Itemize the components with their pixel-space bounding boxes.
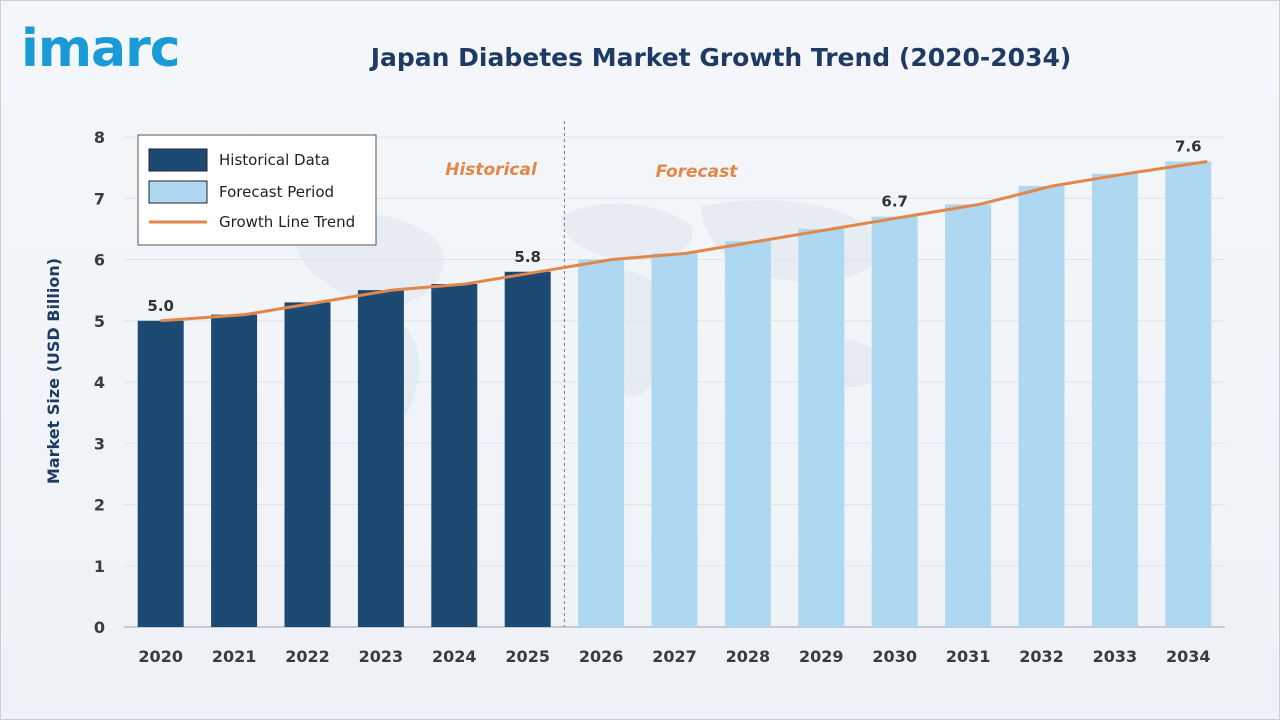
x-tick-label: 2021 — [212, 647, 257, 666]
chart-title: Japan Diabetes Market Growth Trend (2020… — [370, 43, 1072, 72]
y-tick-label: 8 — [94, 128, 105, 147]
historical-bar-2025 — [504, 271, 551, 627]
historical-bar-2021 — [211, 314, 258, 627]
bars — [137, 161, 1212, 627]
forecast-bar-2033 — [1091, 173, 1138, 627]
legend: Historical Data Forecast Period Growth L… — [137, 134, 377, 246]
forecast-section-label: Forecast — [656, 162, 739, 182]
y-tick-label: 5 — [94, 312, 105, 331]
forecast-bar-2029 — [798, 228, 845, 627]
legend-forecast-swatch — [148, 180, 208, 204]
x-axis: 2020 2021 2022 2023 2024 2025 2026 2027 2028 2029… — [138, 647, 1210, 666]
forecast-bar-2030 — [871, 216, 918, 627]
forecast-bar-2027 — [651, 253, 698, 627]
x-tick-label: 2032 — [1019, 647, 1064, 666]
y-tick-label: 0 — [94, 618, 105, 637]
x-tick-label: 2023 — [359, 647, 404, 666]
x-tick-label: 2033 — [1093, 647, 1138, 666]
historical-bar-2022 — [284, 302, 331, 627]
forecast-bar-2028 — [724, 241, 771, 627]
historical-bar-2020 — [137, 320, 184, 627]
forecast-bar-2034 — [1165, 161, 1212, 627]
x-tick-label: 2020 — [138, 647, 183, 666]
legend-historical-swatch — [148, 148, 208, 172]
data-label-2025: 5.8 — [514, 248, 541, 266]
y-tick-label: 3 — [94, 434, 105, 453]
imarc-logo: imarc — [21, 19, 181, 79]
x-tick-label: 2028 — [726, 647, 771, 666]
data-labels: 5.0 5.8 6.7 7.6 — [147, 138, 1201, 315]
y-tick-label: 4 — [94, 373, 105, 392]
y-tick-label: 6 — [94, 251, 105, 270]
data-label-2030: 6.7 — [881, 193, 908, 211]
x-tick-label: 2026 — [579, 647, 624, 666]
legend-historical-label: Historical Data — [219, 151, 330, 169]
growth-trend-line — [160, 160, 1208, 323]
y-tick-label: 7 — [94, 189, 105, 208]
data-label-2034: 7.6 — [1175, 138, 1202, 156]
historical-section-label: Historical — [445, 160, 538, 180]
legend-trend-label: Growth Line Trend — [219, 213, 355, 231]
x-tick-label: 2022 — [285, 647, 330, 666]
x-tick-label: 2029 — [799, 647, 844, 666]
x-tick-label: 2024 — [432, 647, 477, 666]
y-tick-label: 2 — [94, 496, 105, 515]
historical-bar-2023 — [357, 290, 404, 627]
x-tick-label: 2027 — [652, 647, 697, 666]
forecast-bar-2026 — [578, 259, 625, 627]
y-tick-label: 1 — [94, 557, 105, 576]
forecast-bar-2031 — [945, 204, 992, 627]
y-axis-label: Market Size (USD Billion) — [44, 258, 63, 484]
x-tick-label: 2025 — [505, 647, 550, 666]
x-tick-label: 2030 — [872, 647, 917, 666]
y-axis: 0 1 2 3 4 5 6 7 8 — [94, 128, 105, 637]
historical-bar-2024 — [431, 284, 478, 627]
x-tick-label: 2034 — [1166, 647, 1211, 666]
x-tick-label: 2031 — [946, 647, 991, 666]
forecast-bar-2032 — [1018, 186, 1065, 627]
data-label-2020: 5.0 — [147, 297, 174, 315]
legend-forecast-label: Forecast Period — [219, 183, 334, 201]
